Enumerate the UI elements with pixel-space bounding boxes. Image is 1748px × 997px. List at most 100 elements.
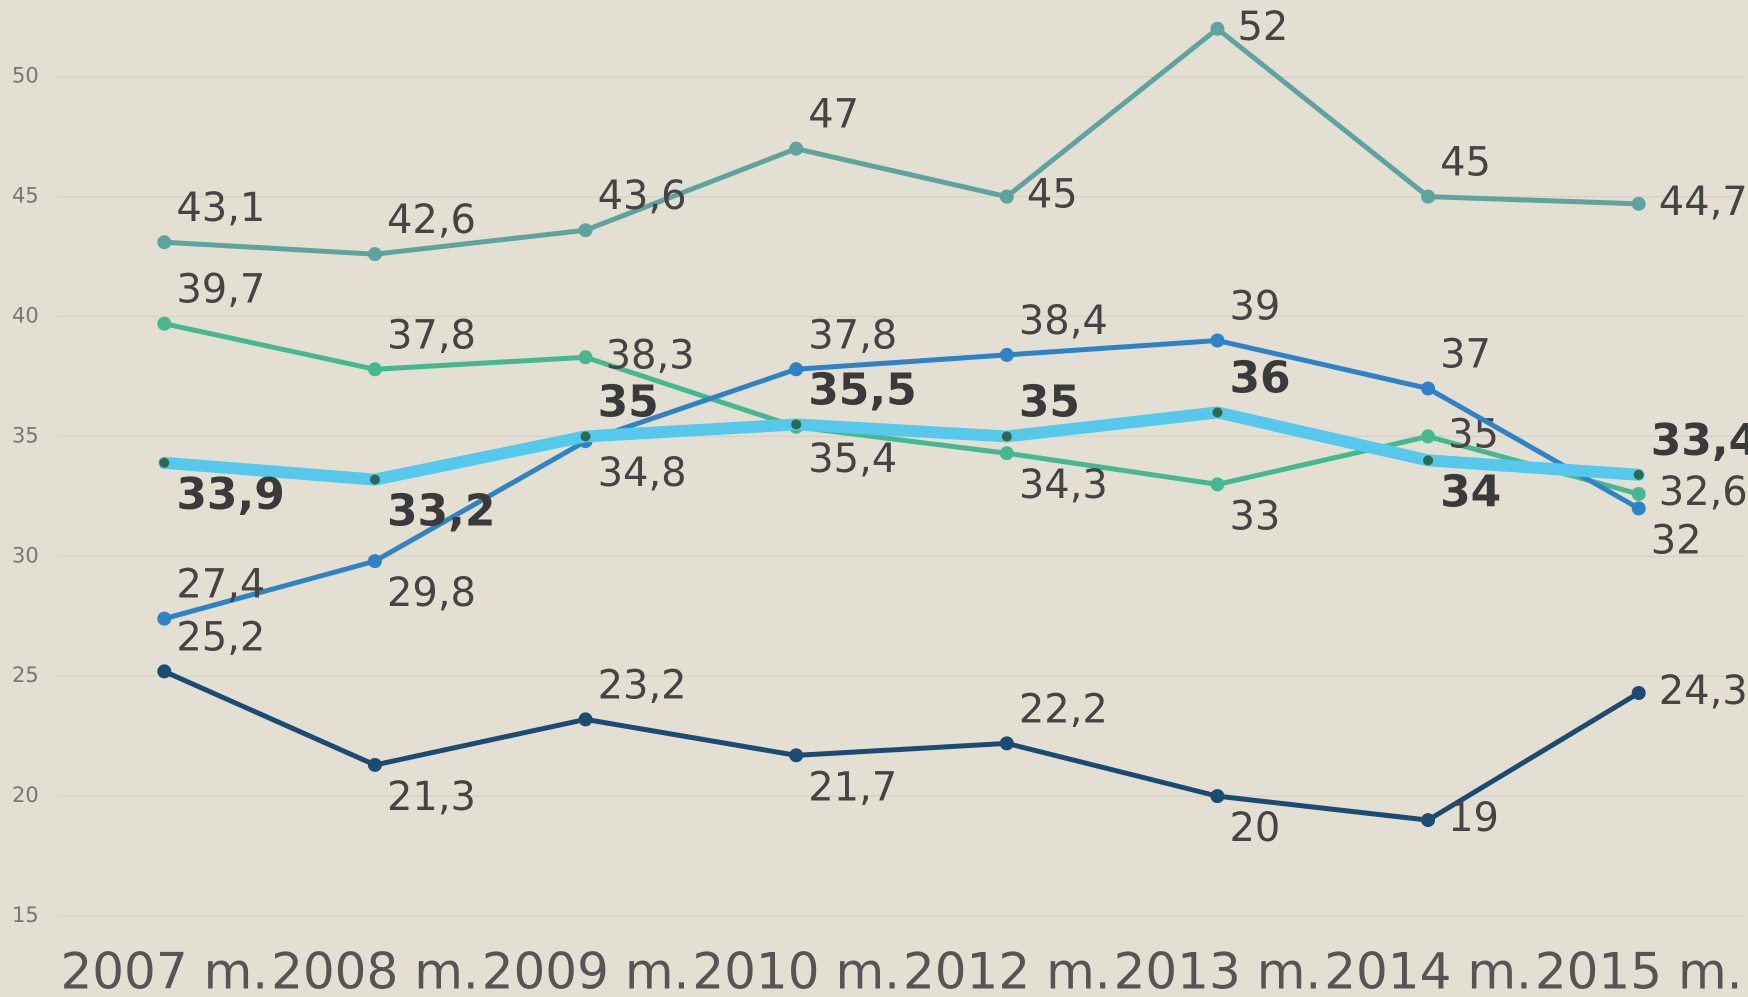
data-label: 33,4 [1651,415,1748,466]
series-line [161,321,1642,497]
data-point [1631,486,1646,501]
data-label: 27,4 [176,562,265,608]
data-point [578,223,593,238]
data-point [580,431,591,442]
data-point [157,664,172,679]
data-point [1633,469,1644,480]
x-tick-label: 2013 m. [1114,943,1322,997]
data-label: 52 [1237,4,1288,50]
y-tick-label: 20 [12,783,39,807]
y-tick-label: 30 [12,543,39,567]
y-tick-label: 40 [12,304,39,328]
data-label: 35 [598,376,659,427]
x-tick-label: 2010 m. [692,943,900,997]
y-tick-label: 50 [12,64,39,88]
series-line [158,406,1645,486]
data-point [367,362,382,377]
data-label: 42,6 [387,197,476,243]
data-point [999,446,1014,461]
data-point [367,554,382,569]
data-label: 35,4 [808,436,897,482]
data-label: 20 [1229,805,1280,851]
data-label: 45 [1027,172,1078,218]
data-point [369,474,380,485]
data-label: 19 [1448,795,1499,841]
data-label: 37 [1440,331,1491,377]
data-label: 33,9 [176,469,285,520]
data-point [789,748,804,763]
y-tick-label: 45 [12,184,39,208]
data-point [578,350,593,365]
data-point [1423,455,1434,466]
data-point [367,247,382,262]
y-tick-label: 15 [12,903,39,927]
data-label: 38,4 [1019,298,1108,344]
data-point [578,712,593,727]
data-point [789,362,804,377]
data-label: 21,7 [808,764,897,810]
data-label: 36 [1229,352,1290,403]
data-point [1631,501,1646,516]
data-label: 44,7 [1659,179,1748,225]
data-point [1421,429,1436,444]
data-label: 45 [1440,140,1491,186]
data-label: 38,3 [606,332,695,378]
data-point [159,457,170,468]
x-tick-label: 2008 m. [271,943,479,997]
data-label: 35,5 [808,364,917,415]
data-label: 35 [1448,411,1499,457]
data-point [1631,686,1646,701]
data-label: 37,8 [808,312,897,358]
data-label: 43,1 [176,185,265,231]
data-label: 24,3 [1659,668,1748,714]
data-label: 32 [1651,517,1702,563]
y-tick-label: 25 [12,663,39,687]
series-line [161,668,1642,823]
data-label: 35 [1019,376,1080,427]
data-point [789,141,804,156]
data-label: 39,7 [176,267,265,313]
data-label: 34,8 [598,450,687,496]
data-point [157,316,172,331]
x-tick-label: 2012 m. [903,943,1111,997]
data-point [1631,196,1646,211]
data-point [367,757,382,772]
data-point [1210,789,1225,804]
data-point [157,611,172,626]
data-point [999,347,1014,362]
series-line [161,26,1642,257]
data-label: 47 [808,92,859,138]
data-point [1421,813,1436,828]
x-tick-label: 2015 m. [1535,943,1743,997]
y-tick-label: 35 [12,423,39,447]
data-label: 29,8 [387,570,476,616]
data-label: 25,2 [176,614,265,660]
data-point [1212,407,1223,418]
data-label: 32,6 [1659,469,1748,515]
data-label: 37,8 [387,312,476,358]
data-point [1001,431,1012,442]
data-label: 39 [1229,284,1280,330]
data-point [1421,381,1436,396]
data-label: 33,2 [387,486,496,537]
data-label: 34 [1440,466,1501,517]
data-point [1421,189,1436,204]
data-point [1210,21,1225,36]
series-line [161,338,1642,622]
data-label: 34,3 [1019,462,1108,508]
data-label: 21,3 [387,774,476,820]
data-point [1210,333,1225,348]
data-label: 22,2 [1019,686,1108,732]
x-tick-label: 2007 m. [60,943,268,997]
data-point [157,235,172,250]
data-point [1210,477,1225,492]
x-tick-label: 2009 m. [482,943,690,997]
data-label: 23,2 [598,662,687,708]
data-point [999,189,1014,204]
x-tick-label: 2014 m. [1324,943,1532,997]
data-point [999,736,1014,751]
data-label: 43,6 [598,173,687,219]
data-point [791,419,802,430]
data-label: 33 [1229,493,1280,539]
